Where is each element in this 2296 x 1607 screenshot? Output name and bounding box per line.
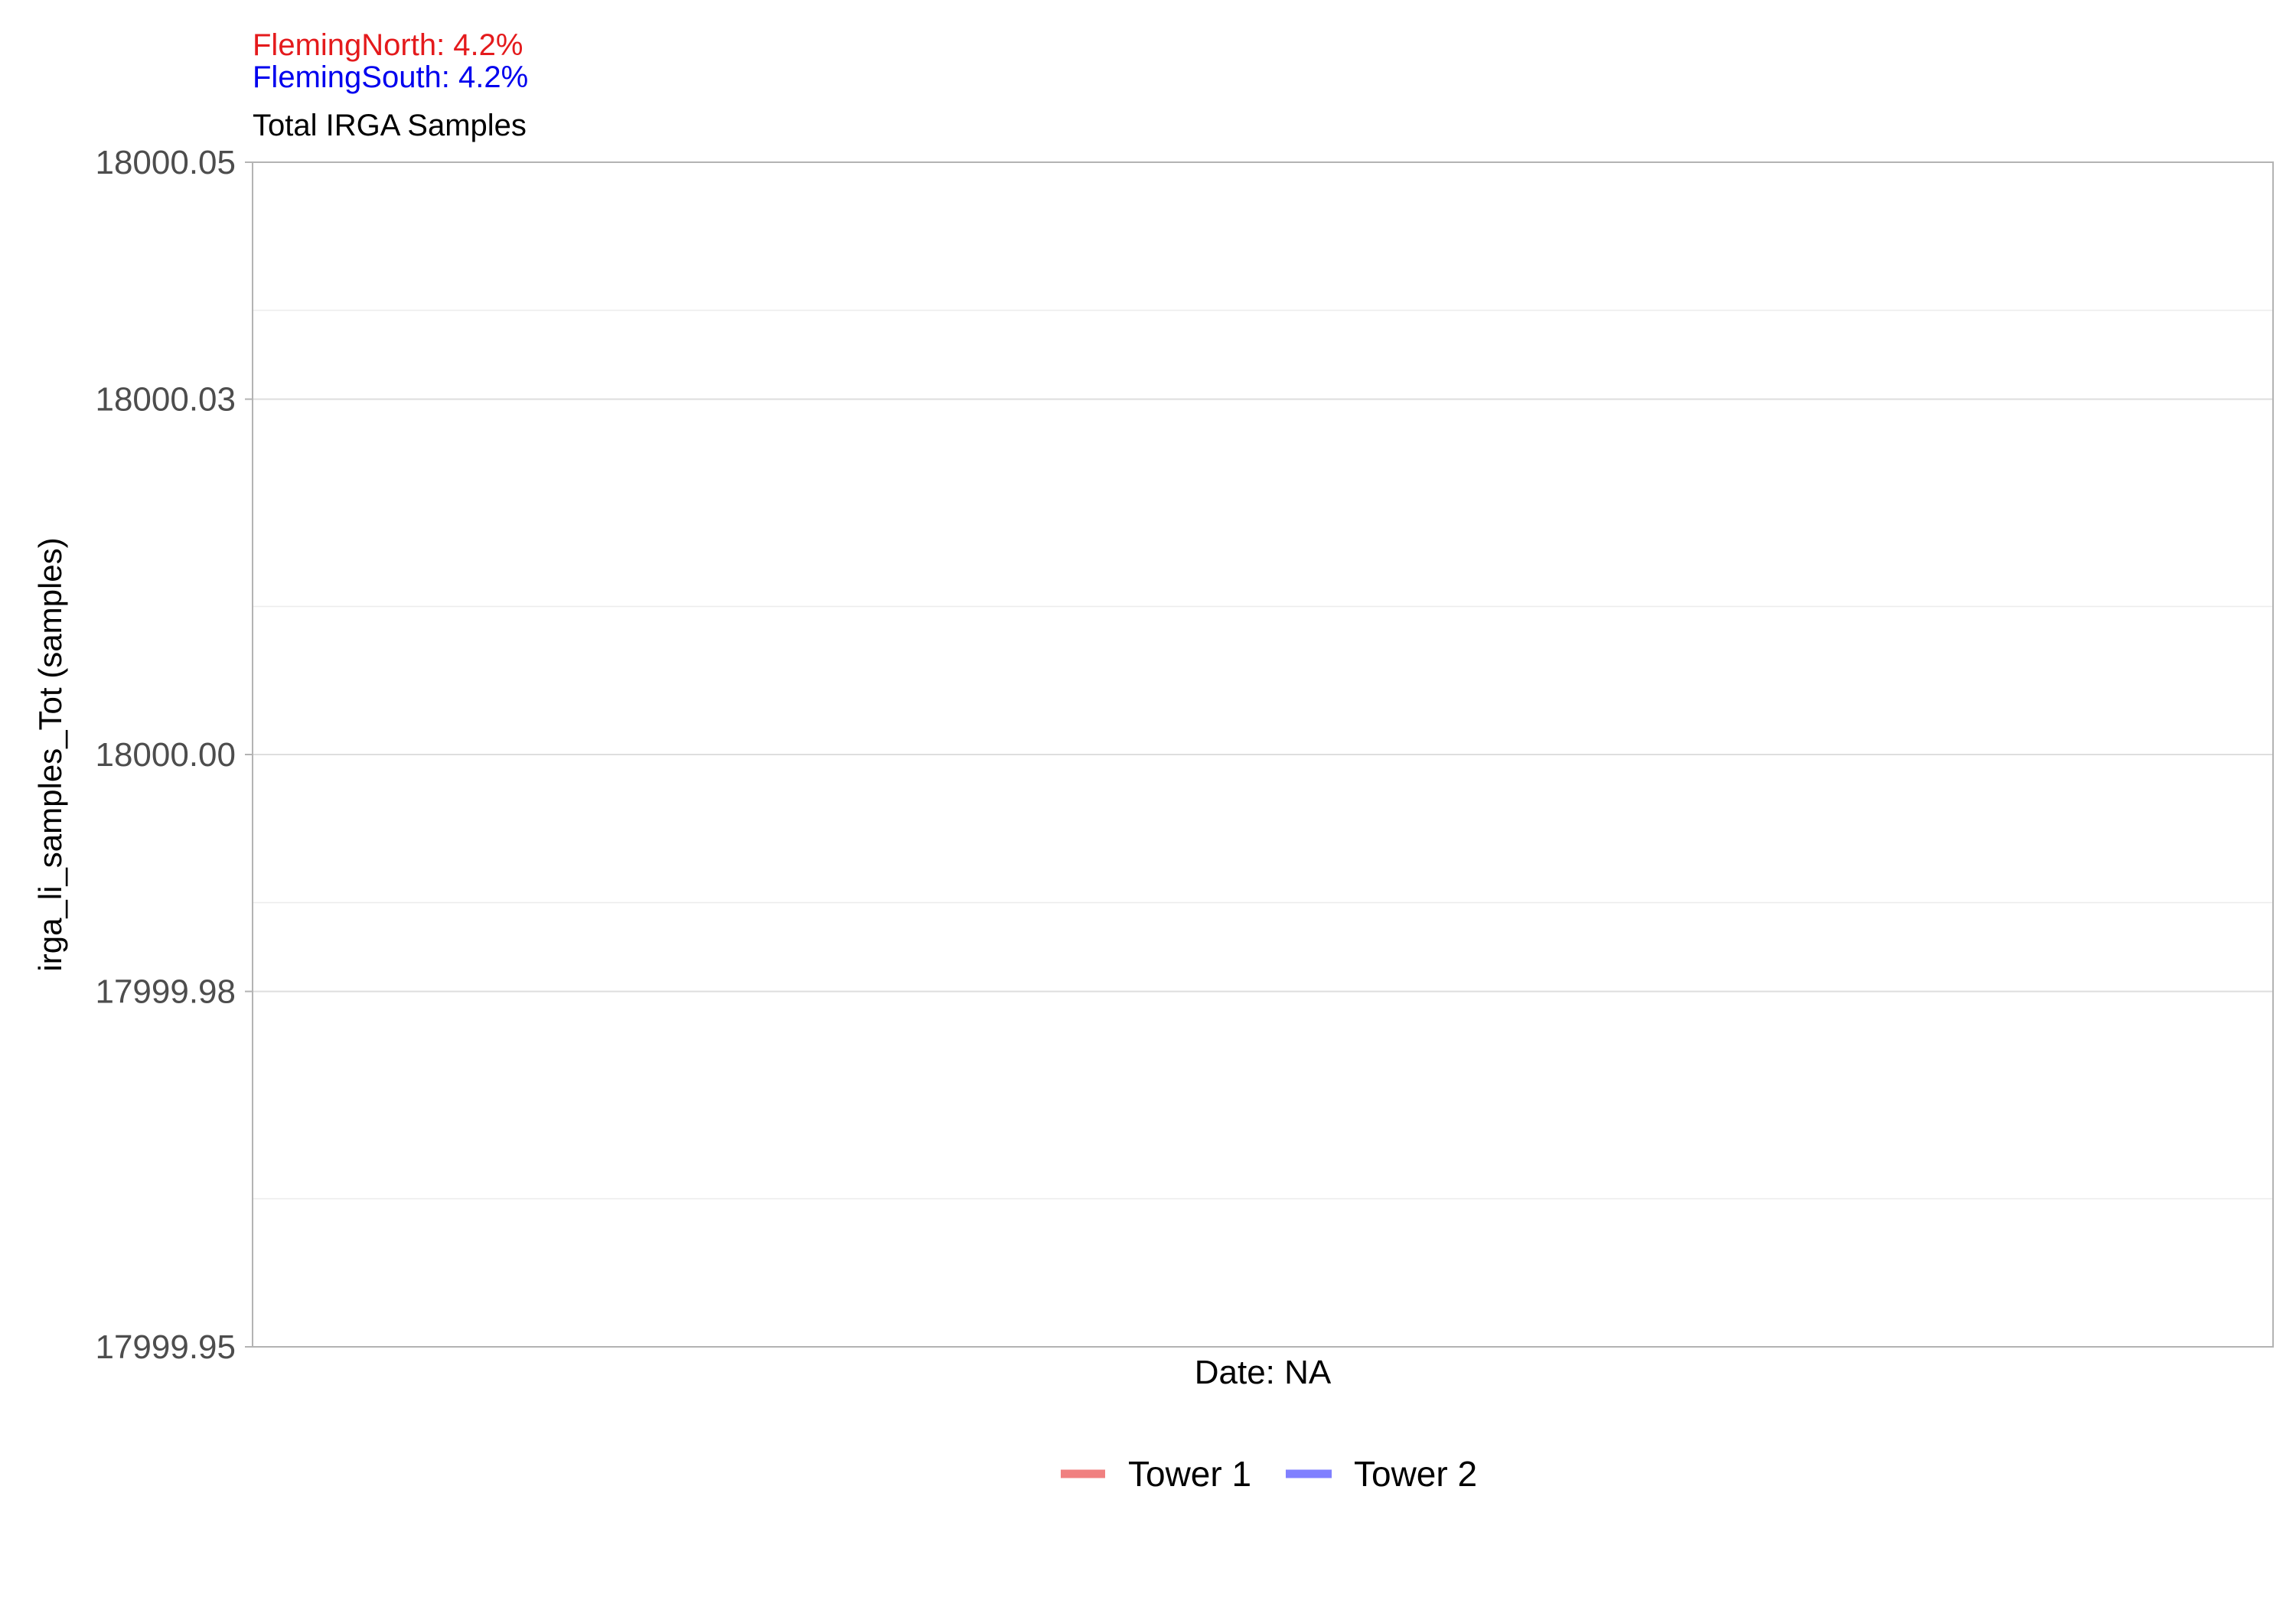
y-axis: 17999.95 17999.98 18000.00 18000.03 18000.05: [95, 144, 253, 1366]
legend-label-tower-1: Tower 1: [1128, 1454, 1251, 1494]
annotation-fleming-north: FlemingNorth: 4.2%: [253, 28, 523, 62]
legend-label-tower-2: Tower 2: [1354, 1454, 1477, 1494]
x-axis-label: Date: NA: [1195, 1354, 1332, 1391]
y-tick-label: 18000.00: [95, 736, 236, 774]
grid: [253, 161, 2273, 1348]
annotation-fleming-south: FlemingSouth: 4.2%: [253, 60, 528, 94]
y-axis-label: irga_li_samples_Tot (samples): [32, 537, 68, 971]
y-tick-label: 17999.98: [95, 973, 236, 1011]
y-tick-label: 18000.05: [95, 144, 236, 181]
chart-title: Total IRGA Samples: [253, 109, 527, 142]
y-tick-label: 17999.95: [95, 1328, 236, 1366]
legend: Tower 1 Tower 2: [1061, 1454, 1477, 1494]
y-tick-label: 18000.03: [95, 381, 236, 419]
